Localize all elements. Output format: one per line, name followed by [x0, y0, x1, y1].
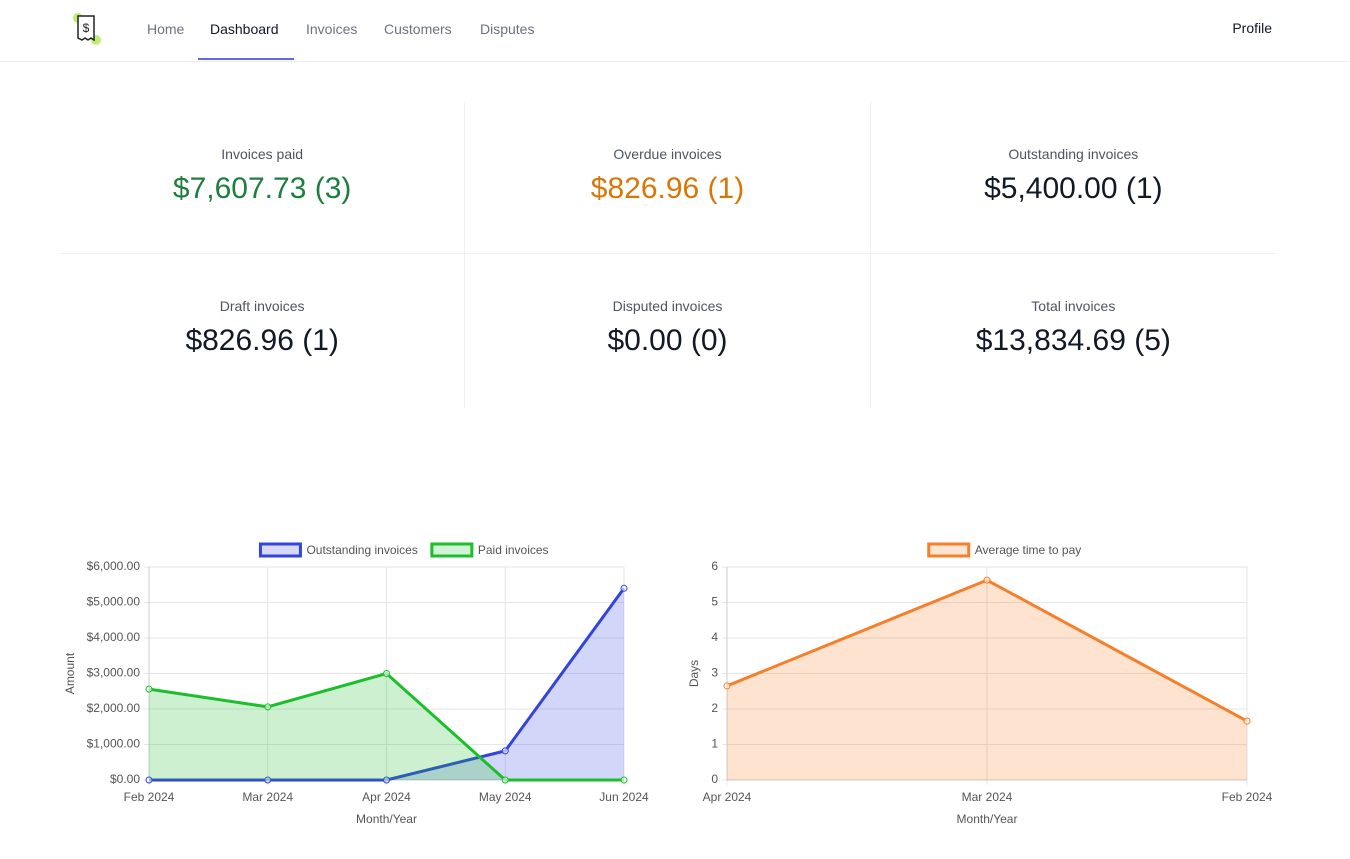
logo[interactable]: $	[70, 12, 102, 46]
stat-label: Draft invoices	[219, 298, 305, 314]
data-point	[145, 685, 153, 693]
stat-label: Invoices paid	[221, 146, 304, 162]
legend-label: Paid invoices	[478, 543, 549, 557]
stat-value: $0.00 (0)	[607, 324, 728, 357]
stat-value: $5,400.00 (1)	[984, 172, 1163, 205]
legend-swatch	[927, 542, 971, 558]
series-area	[149, 588, 624, 780]
stat-card: Total invoices $13,834.69 (5)	[871, 254, 1276, 408]
legend-swatch	[258, 542, 302, 558]
stat-card: Draft invoices $826.96 (1)	[60, 254, 466, 408]
profile-link[interactable]: Profile	[1232, 20, 1272, 36]
nav-link[interactable]: Home	[147, 21, 185, 37]
y-tick-label: $4,000.00	[87, 630, 141, 644]
y-tick-label: 4	[711, 630, 718, 644]
navbar: $ Home Dashboard Invoices Customers Disputes…	[0, 0, 1350, 62]
series-area	[149, 673, 624, 780]
y-tick-label: $1,000.00	[87, 737, 141, 751]
stat-label: Overdue invoices	[613, 146, 722, 162]
y-tick-label: $6,000.00	[87, 559, 141, 573]
data-point	[383, 670, 390, 677]
nav-link[interactable]: Customers	[384, 21, 452, 37]
legend-label: Outstanding invoices	[306, 543, 417, 557]
y-tick-label: 0	[711, 772, 718, 786]
data-point	[145, 776, 153, 784]
y-tick-label: $3,000.00	[87, 666, 141, 680]
stat-card: Overdue invoices $826.96 (1)	[465, 102, 871, 254]
legend-label: Average time to pay	[975, 543, 1082, 557]
x-tick-label: Feb 2024	[1222, 790, 1273, 804]
data-point	[620, 776, 628, 784]
y-axis-label: Amount	[63, 652, 77, 694]
nav-link[interactable]: Invoices	[306, 21, 358, 37]
stat-card: Invoices paid $7,607.73 (3)	[60, 102, 466, 254]
data-point	[501, 776, 509, 784]
series-area	[727, 580, 1247, 780]
data-point	[264, 703, 272, 711]
data-point	[983, 576, 991, 584]
y-tick-label: 2	[711, 701, 718, 715]
y-tick-label: $0.00	[110, 772, 140, 786]
stat-label: Outstanding invoices	[1008, 146, 1139, 162]
stat-label: Total invoices	[1031, 298, 1116, 314]
stat-value: $826.96 (1)	[590, 172, 745, 205]
legend-swatch	[430, 542, 474, 558]
data-point	[723, 682, 731, 690]
data-point	[264, 776, 272, 784]
x-tick-label: Feb 2024	[124, 790, 175, 804]
stat-value: $7,607.73 (3)	[172, 172, 352, 205]
stat-value: $826.96 (1)	[185, 324, 339, 357]
x-axis-label: Month/Year	[957, 812, 1018, 826]
y-tick-label: $2,000.00	[87, 701, 141, 715]
data-point	[383, 776, 390, 784]
x-tick-label: May 2024	[479, 790, 532, 804]
x-tick-label: Mar 2024	[242, 790, 293, 804]
data-point	[620, 584, 628, 592]
stat-card: Disputed invoices $0.00 (0)	[465, 254, 871, 408]
y-tick-label: $5,000.00	[87, 595, 141, 609]
x-axis-label: Month/Year	[356, 812, 417, 826]
nav-link[interactable]: Disputes	[480, 21, 535, 37]
svg-text:$: $	[83, 21, 90, 35]
y-axis-label: Days	[687, 660, 701, 687]
stats-grid: Invoices paid $7,607.73 (3) Overdue invoic…	[60, 102, 1276, 408]
x-tick-label: Apr 2024	[703, 790, 752, 804]
y-tick-label: 3	[711, 666, 718, 680]
x-tick-label: Mar 2024	[962, 790, 1013, 804]
data-point	[1243, 717, 1251, 725]
y-tick-label: 5	[711, 595, 718, 609]
stat-card: Outstanding invoices $5,400.00 (1)	[870, 102, 1276, 254]
y-tick-label: 1	[711, 737, 718, 751]
x-tick-label: Jun 2024	[599, 790, 649, 804]
nav-link[interactable]: Dashboard	[210, 21, 279, 37]
data-point	[501, 747, 509, 755]
stat-label: Disputed invoices	[612, 298, 723, 314]
y-tick-label: 6	[711, 559, 718, 573]
stat-value: $13,834.69 (5)	[975, 324, 1171, 357]
charts: $0.00 $1,000.00 $2,000.00 $3,000.00 $4,000.0…	[63, 542, 1273, 826]
active-underline	[198, 58, 294, 60]
x-tick-label: Apr 2024	[362, 790, 411, 804]
